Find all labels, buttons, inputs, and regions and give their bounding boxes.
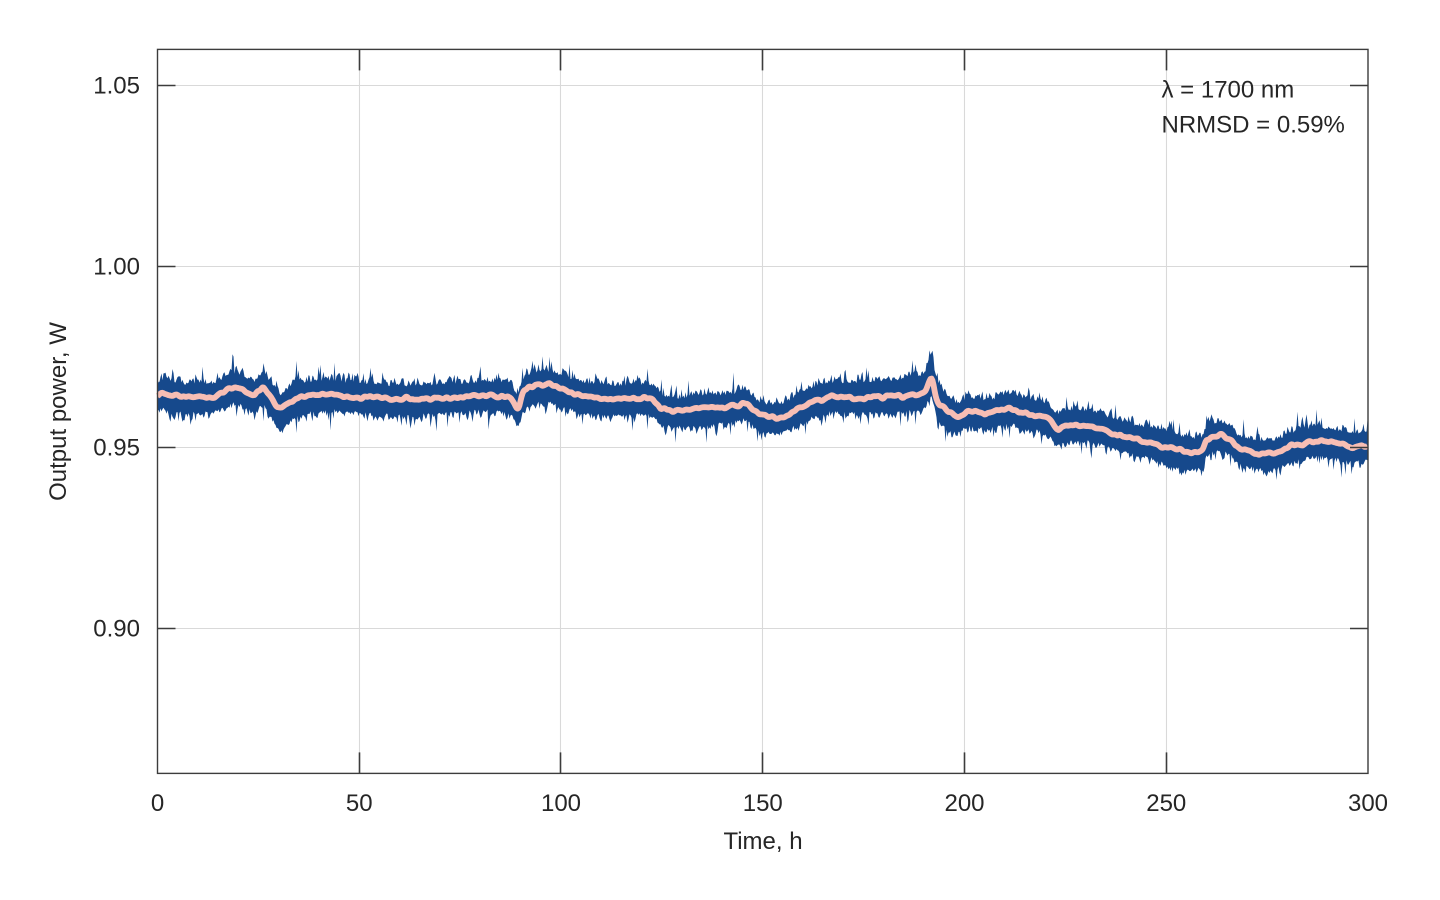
svg-text:0: 0 [151, 790, 164, 817]
svg-text:Output power, W: Output power, W [45, 322, 72, 501]
svg-text:0.90: 0.90 [93, 616, 140, 643]
svg-text:200: 200 [944, 790, 984, 817]
svg-text:50: 50 [346, 790, 373, 817]
svg-text:150: 150 [743, 790, 783, 817]
svg-text:NRMSD = 0.59%: NRMSD = 0.59% [1162, 111, 1345, 138]
svg-text:1.05: 1.05 [93, 73, 140, 100]
svg-text:300: 300 [1348, 790, 1388, 817]
svg-text:λ = 1700 nm: λ = 1700 nm [1162, 77, 1295, 104]
svg-text:250: 250 [1146, 790, 1186, 817]
svg-text:100: 100 [541, 790, 581, 817]
svg-text:0.95: 0.95 [93, 435, 140, 462]
svg-text:Time, h: Time, h [723, 828, 802, 855]
svg-text:1.00: 1.00 [93, 254, 140, 281]
